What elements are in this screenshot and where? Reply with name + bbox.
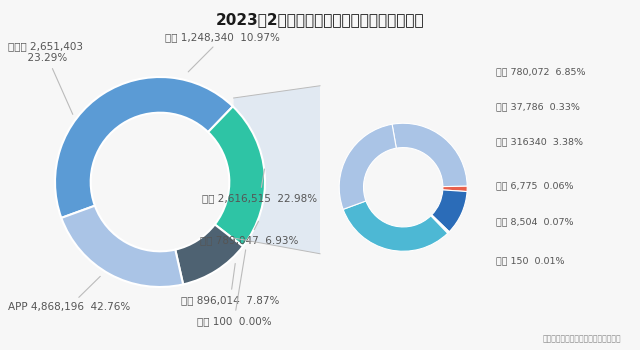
Text: 新闻 896,014  7.87%: 新闻 896,014 7.87% xyxy=(181,264,280,305)
Wedge shape xyxy=(432,190,467,232)
Text: 数据来源：艾普思舆情大数据监测系统: 数据来源：艾普思舆情大数据监测系统 xyxy=(542,334,621,343)
Text: 微信 780,072  6.85%: 微信 780,072 6.85% xyxy=(496,67,586,76)
Wedge shape xyxy=(443,186,467,191)
Wedge shape xyxy=(339,124,396,209)
Wedge shape xyxy=(431,216,447,233)
Wedge shape xyxy=(343,201,447,251)
Wedge shape xyxy=(392,123,467,187)
Text: 2023年2月中国房地产行业舆情总量媒介分布: 2023年2月中国房地产行业舆情总量媒介分布 xyxy=(216,12,424,27)
Text: 问答 6,775  0.06%: 问答 6,775 0.06% xyxy=(496,181,573,190)
Text: 报纸 8,504  0.07%: 报纸 8,504 0.07% xyxy=(496,218,573,227)
Text: 论坛 316340  3.38%: 论坛 316340 3.38% xyxy=(496,137,583,146)
Wedge shape xyxy=(431,215,449,233)
Wedge shape xyxy=(208,106,265,246)
Wedge shape xyxy=(431,215,449,232)
Wedge shape xyxy=(431,216,447,233)
Text: 微博 1,248,340  10.97%: 微博 1,248,340 10.97% xyxy=(165,32,280,72)
Text: 网页 789,047  6.93%: 网页 789,047 6.93% xyxy=(200,221,298,245)
Wedge shape xyxy=(55,77,233,218)
Text: 境外 100  0.00%: 境外 100 0.00% xyxy=(196,250,271,326)
Text: 短视频 2,651,403
      23.29%: 短视频 2,651,403 23.29% xyxy=(8,42,83,114)
Text: 视频 37,786  0.33%: 视频 37,786 0.33% xyxy=(496,102,580,111)
Text: 其他 2,616,515  22.98%: 其他 2,616,515 22.98% xyxy=(202,169,317,203)
Text: 博客 150  0.01%: 博客 150 0.01% xyxy=(496,256,564,265)
Wedge shape xyxy=(61,206,183,287)
Text: APP 4,868,196  42.76%: APP 4,868,196 42.76% xyxy=(8,276,130,312)
Wedge shape xyxy=(175,224,243,285)
